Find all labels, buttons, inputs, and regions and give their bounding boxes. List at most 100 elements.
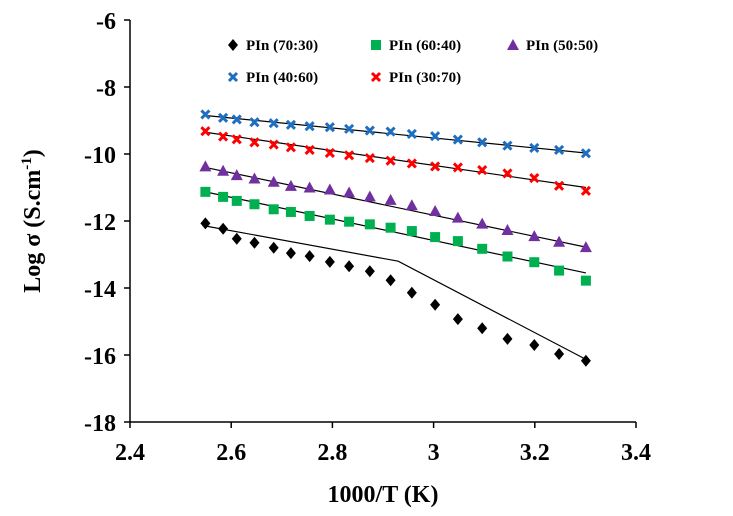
data-point	[218, 222, 229, 235]
data-point	[200, 217, 211, 230]
data-point	[452, 134, 463, 145]
y-tick-label: -8	[96, 76, 116, 102]
x-tick-label: 2.6	[216, 440, 246, 466]
data-point	[268, 118, 279, 129]
data-point	[502, 168, 513, 179]
x-tick-label: 2.4	[115, 440, 145, 466]
data-point	[364, 265, 375, 278]
data-point	[285, 142, 296, 153]
series-4-points	[200, 109, 591, 159]
y-tick-label: -6	[96, 9, 116, 35]
data-point	[344, 260, 355, 273]
data-point	[364, 152, 375, 164]
legend-marker	[228, 39, 238, 51]
data-point	[217, 164, 230, 176]
legend-marker	[370, 71, 382, 83]
data-point	[580, 148, 591, 159]
data-point	[249, 236, 260, 249]
data-point	[385, 274, 396, 287]
data-point	[554, 347, 565, 360]
data-point	[344, 150, 355, 161]
fit-line-series-4	[205, 114, 586, 154]
data-point	[451, 211, 464, 223]
data-point	[268, 139, 279, 150]
data-point	[231, 195, 242, 206]
y-tick-label: -14	[84, 277, 116, 303]
data-point	[324, 147, 335, 159]
data-point	[580, 275, 591, 286]
data-point	[200, 126, 211, 137]
y-tick-label: -18	[84, 411, 116, 437]
data-point	[363, 190, 376, 202]
data-point	[529, 142, 540, 154]
data-point	[323, 183, 336, 195]
fit-line-series-1	[205, 225, 587, 360]
data-point	[267, 175, 280, 187]
series-5-points	[200, 126, 591, 196]
legend-marker	[227, 71, 239, 83]
data-point	[285, 247, 296, 260]
data-point	[230, 169, 243, 181]
data-point	[528, 230, 541, 242]
data-point	[248, 172, 261, 184]
data-point	[364, 125, 375, 136]
x-tick-label: 3	[428, 440, 440, 466]
data-point	[477, 322, 488, 335]
data-point	[579, 241, 592, 253]
data-point	[231, 114, 242, 125]
data-point	[200, 109, 211, 120]
y-tick-label: -16	[84, 344, 116, 370]
data-point	[324, 122, 335, 133]
data-point	[553, 235, 566, 247]
data-point	[554, 180, 565, 191]
data-point	[476, 217, 489, 229]
data-point	[502, 332, 513, 345]
data-point	[218, 191, 229, 202]
data-point	[501, 224, 514, 236]
data-point	[304, 144, 315, 156]
data-point	[477, 243, 488, 254]
y-axis-title-main: Log σ (S.cm	[20, 170, 46, 293]
data-point	[284, 179, 297, 191]
data-point	[268, 204, 279, 215]
data-point	[285, 206, 296, 217]
data-point	[452, 236, 463, 247]
data-point	[285, 119, 296, 130]
legend-label: PIn (70:30)	[246, 38, 318, 54]
data-point	[430, 131, 441, 142]
legend-label: PIn (30:70)	[389, 70, 461, 86]
data-point	[343, 186, 356, 198]
data-point	[477, 137, 488, 148]
x-axis-title: 1000/T (K)	[328, 482, 439, 508]
data-point	[304, 250, 315, 263]
data-point	[430, 161, 441, 172]
data-point	[249, 137, 260, 148]
data-point	[429, 204, 442, 216]
x-tick-label: 3.2	[520, 440, 550, 466]
data-point	[249, 117, 260, 128]
data-point	[580, 185, 591, 196]
data-point	[344, 123, 355, 134]
data-points	[199, 109, 592, 367]
data-point	[385, 222, 396, 233]
fit-line-series-5	[205, 131, 586, 189]
data-point	[430, 298, 441, 311]
data-point	[218, 112, 229, 123]
y-axis-title: Log σ (S.cm-1)	[19, 149, 46, 293]
y-tick-label: -10	[84, 143, 116, 169]
data-point	[231, 232, 242, 245]
data-point	[406, 158, 417, 169]
series-1-points	[200, 217, 591, 367]
data-point	[304, 210, 315, 221]
data-point	[554, 144, 565, 156]
legend-label: PIn (40:60)	[246, 70, 318, 86]
y-tick-label: -12	[84, 210, 116, 236]
data-point	[218, 131, 229, 142]
data-point	[384, 193, 397, 205]
y-axis-ticks: -6 -8 -10 -12 -14 -16 -18	[84, 9, 130, 437]
data-point	[231, 134, 242, 145]
data-point	[452, 162, 463, 173]
data-point	[529, 257, 540, 268]
legend-label: PIn (50:50)	[526, 38, 598, 54]
